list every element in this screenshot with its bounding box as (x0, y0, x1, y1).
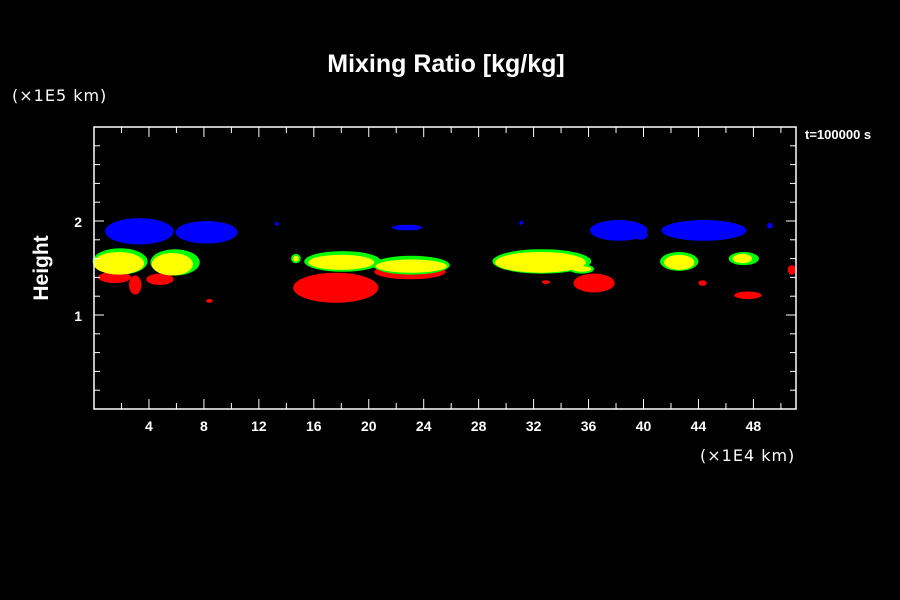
red-region (293, 272, 379, 303)
blue-region (274, 221, 279, 226)
yellow-region (495, 252, 586, 273)
x-tick-label: 16 (306, 418, 322, 434)
blue-region (633, 230, 648, 240)
blue-region (589, 220, 648, 241)
red-region (734, 291, 762, 300)
red-region (98, 271, 132, 284)
y-tick-label: 2 (74, 214, 82, 230)
yellow-region (293, 255, 299, 262)
yellow-region (375, 259, 448, 273)
x-tick-label: 48 (746, 418, 762, 434)
red-region (205, 299, 213, 303)
x-tick-label: 36 (581, 418, 597, 434)
x-tick-label: 4 (145, 418, 153, 434)
yellow-region (308, 254, 375, 270)
chart-title: Mixing Ratio [kg/kg] (327, 50, 565, 78)
blue-region (661, 220, 747, 241)
red-region (573, 273, 615, 293)
x-tick-label: 32 (526, 418, 542, 434)
yellow-region (93, 252, 145, 275)
x-tick-label: 44 (691, 418, 707, 434)
y-tick-label: 1 (74, 308, 82, 324)
blue-region (175, 221, 238, 244)
contour-regions (92, 218, 796, 303)
red-region (698, 280, 707, 286)
red-region (541, 280, 551, 284)
blue-region (519, 221, 524, 225)
red-region (146, 273, 174, 285)
blue-region (767, 222, 773, 229)
time-label: t=100000 s (805, 127, 871, 142)
plot-frame (93, 126, 797, 410)
yellow-region (732, 253, 753, 264)
x-tick-label: 20 (361, 418, 377, 434)
y-unit-label: (×1E5 km) (12, 86, 107, 105)
yellow-region (572, 266, 592, 272)
blue-region (392, 224, 423, 231)
red-region (129, 275, 142, 295)
x-tick-label: 40 (636, 418, 652, 434)
yellow-region (151, 252, 193, 276)
blue-region (104, 218, 174, 245)
x-unit-label: (×1E4 km) (700, 446, 795, 465)
y-axis-label: Height (30, 235, 53, 300)
red-region (787, 265, 796, 275)
x-tick-label: 24 (416, 418, 432, 434)
x-tick-label: 8 (200, 418, 208, 434)
yellow-region (664, 254, 695, 270)
x-tick-label: 28 (471, 418, 487, 434)
x-tick-label: 12 (251, 418, 267, 434)
